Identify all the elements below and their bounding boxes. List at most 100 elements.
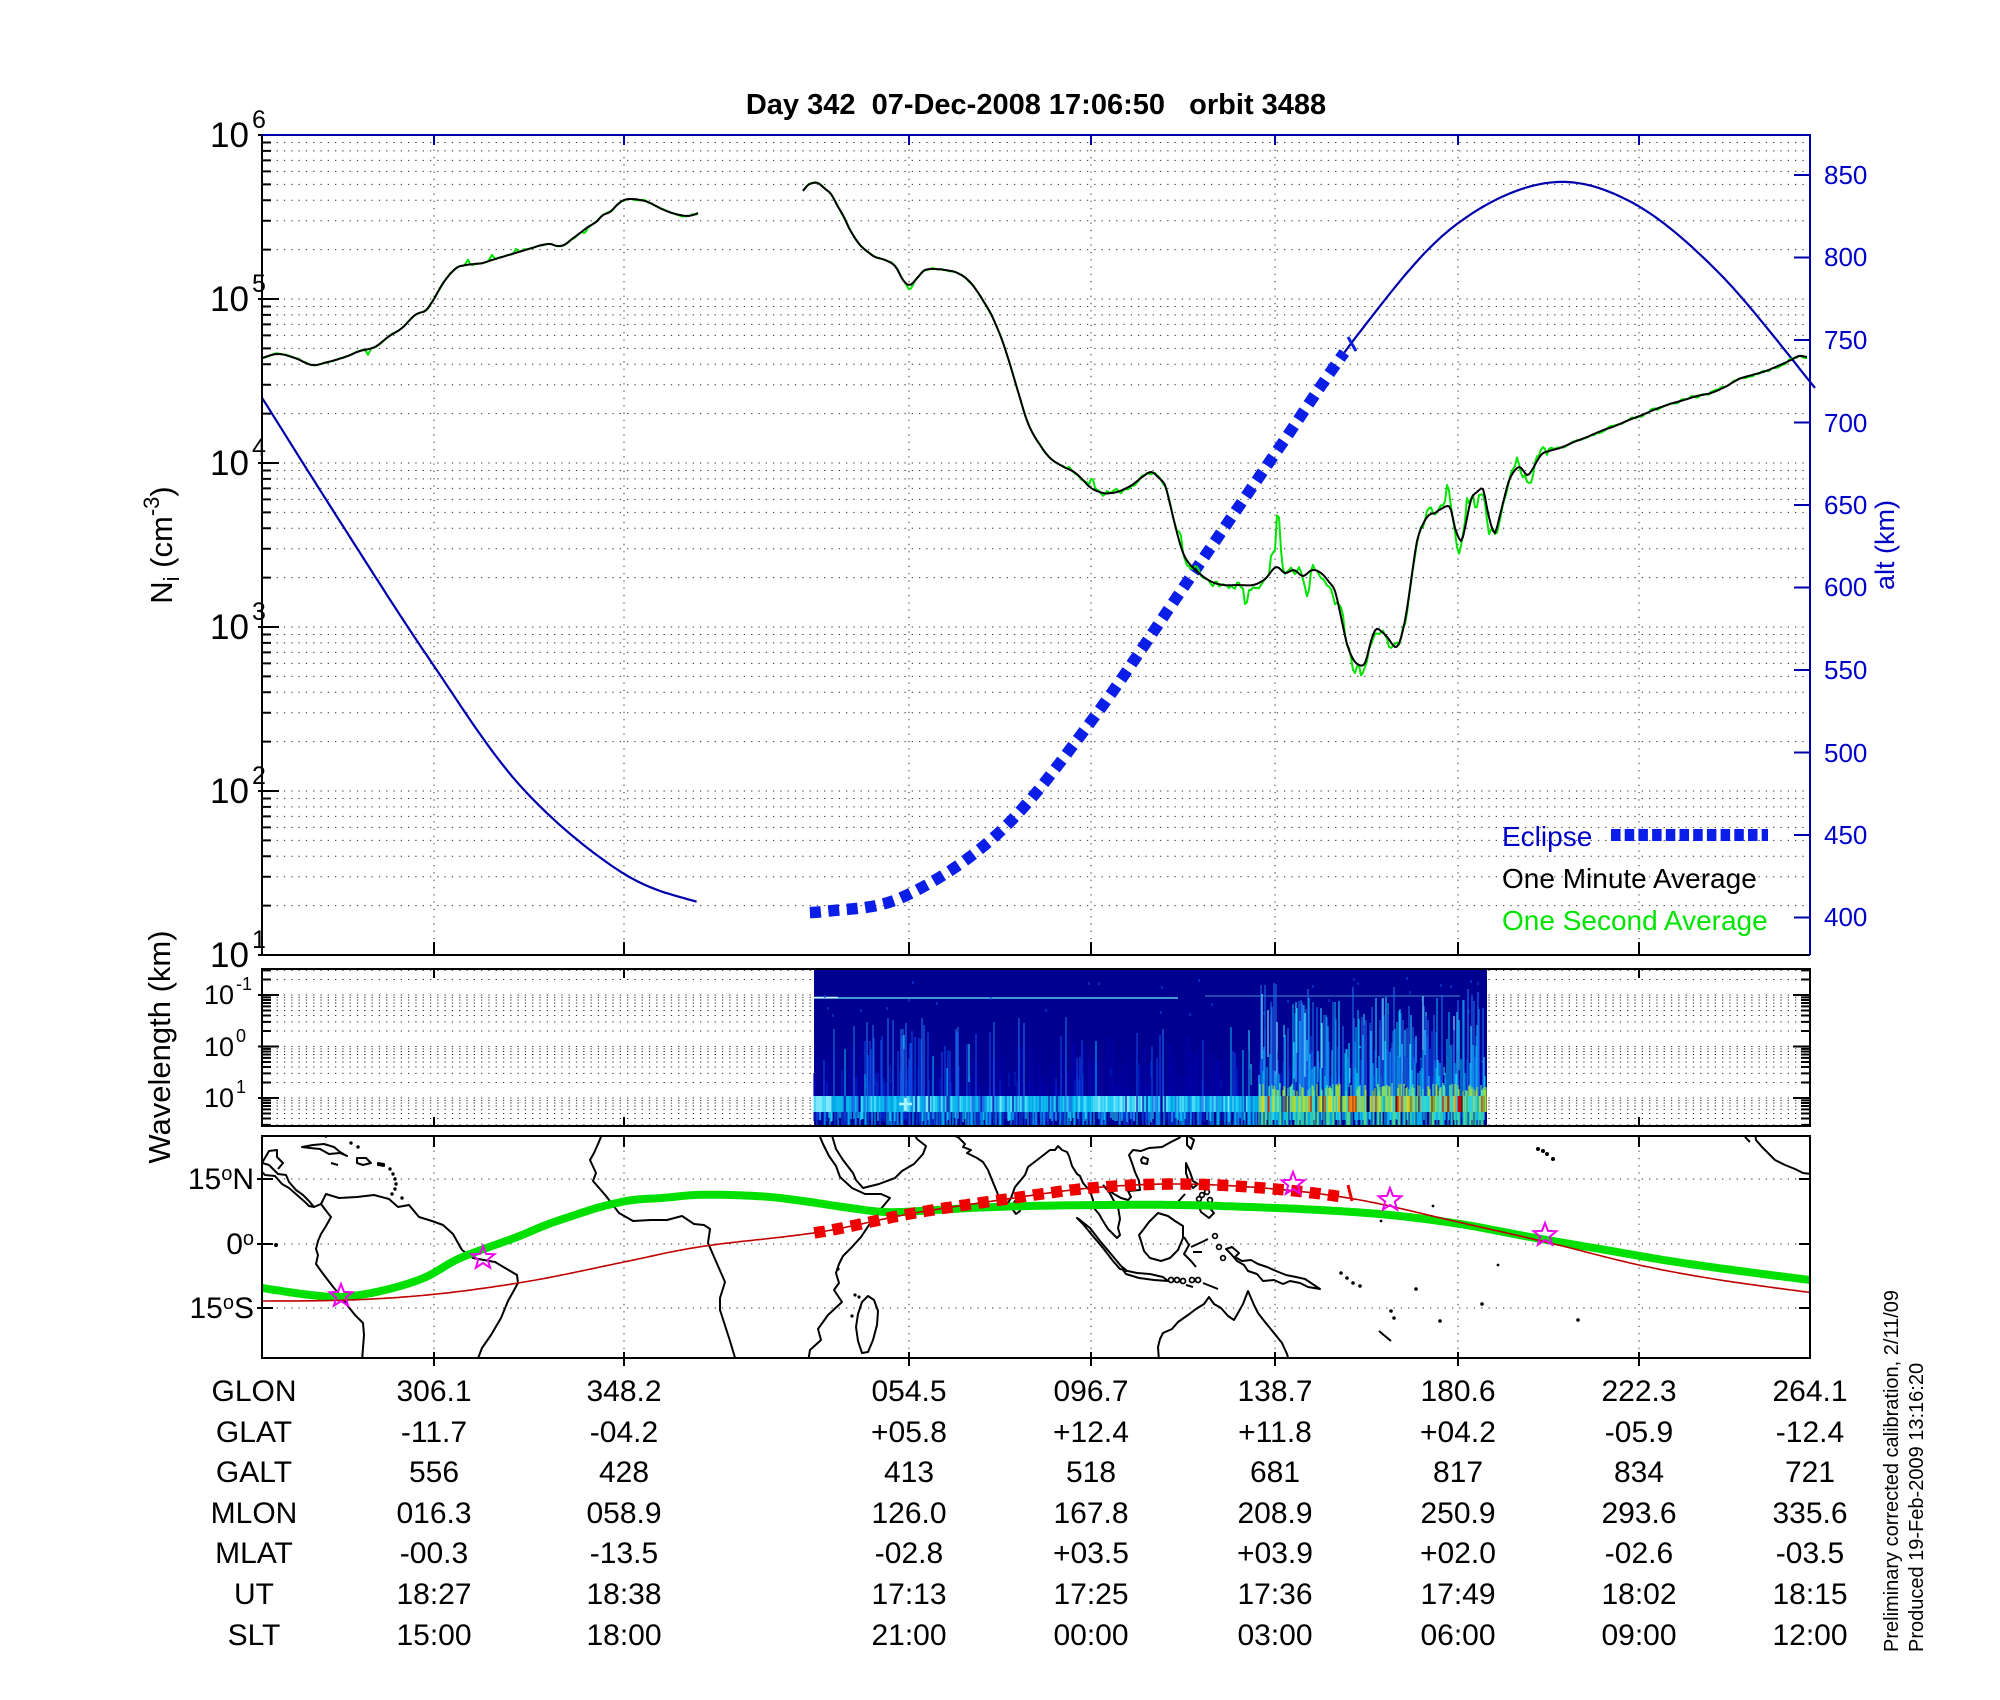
svg-text:Preliminary corrected calibrat: Preliminary corrected calibration, 2/11/… [1881, 1290, 1903, 1652]
svg-text:MLAT: MLAT [215, 1537, 293, 1570]
svg-text:-03.5: -03.5 [1776, 1537, 1844, 1570]
svg-text:5: 5 [252, 270, 266, 298]
svg-text:GLON: GLON [211, 1375, 296, 1408]
svg-text:6: 6 [252, 106, 266, 134]
svg-text:817: 817 [1433, 1456, 1483, 1489]
svg-text:-12.4: -12.4 [1776, 1416, 1844, 1449]
svg-text:18:27: 18:27 [396, 1578, 471, 1611]
svg-text:MLON: MLON [211, 1497, 298, 1530]
svg-text:Produced 19-Feb-2009 13:16:20: Produced 19-Feb-2009 13:16:20 [1906, 1363, 1928, 1652]
svg-text:+03.5: +03.5 [1053, 1537, 1129, 1570]
svg-text:Eclipse: Eclipse [1502, 821, 1592, 852]
svg-text:+02.0: +02.0 [1420, 1537, 1496, 1570]
svg-text:+04.2: +04.2 [1420, 1416, 1496, 1449]
svg-text:-02.8: -02.8 [875, 1537, 943, 1570]
svg-text:250.9: 250.9 [1420, 1497, 1495, 1530]
svg-text:03:00: 03:00 [1237, 1619, 1312, 1652]
svg-text:10: 10 [210, 280, 249, 319]
svg-text:126.0: 126.0 [871, 1497, 946, 1530]
svg-text:721: 721 [1785, 1456, 1835, 1489]
svg-text:-11.7: -11.7 [401, 1416, 467, 1449]
svg-text:222.3: 222.3 [1601, 1375, 1676, 1408]
svg-text:10: 10 [204, 1032, 234, 1062]
svg-text:293.6: 293.6 [1601, 1497, 1676, 1530]
svg-text:550: 550 [1824, 655, 1867, 685]
svg-text:alt (km): alt (km) [1870, 500, 1900, 590]
svg-text:10: 10 [204, 1083, 234, 1113]
svg-text:+03.9: +03.9 [1237, 1537, 1313, 1570]
svg-text:450: 450 [1824, 820, 1867, 850]
svg-text:17:49: 17:49 [1420, 1578, 1495, 1611]
svg-text:3: 3 [252, 598, 266, 626]
svg-text:SLT: SLT [228, 1619, 281, 1652]
svg-text:1: 1 [252, 926, 266, 954]
svg-text:167.8: 167.8 [1053, 1497, 1128, 1530]
svg-text:058.9: 058.9 [586, 1497, 661, 1530]
svg-text:+05.8: +05.8 [871, 1416, 947, 1449]
svg-text:096.7: 096.7 [1053, 1375, 1128, 1408]
svg-text:15:00: 15:00 [396, 1619, 471, 1652]
svg-text:09:00: 09:00 [1601, 1619, 1676, 1652]
svg-text:12:00: 12:00 [1772, 1619, 1847, 1652]
svg-text:500: 500 [1824, 738, 1867, 768]
svg-text:518: 518 [1066, 1456, 1116, 1489]
svg-text:-04.2: -04.2 [590, 1416, 658, 1449]
svg-text:10: 10 [210, 772, 249, 811]
svg-text:400: 400 [1824, 902, 1867, 932]
svg-text:10: 10 [204, 980, 234, 1010]
svg-text:2: 2 [252, 762, 266, 790]
svg-text:428: 428 [599, 1456, 649, 1489]
svg-text:00:00: 00:00 [1053, 1619, 1128, 1652]
svg-text:413: 413 [884, 1456, 934, 1489]
svg-text:17:36: 17:36 [1237, 1578, 1312, 1611]
svg-text:681: 681 [1250, 1456, 1300, 1489]
svg-text:UT: UT [234, 1578, 274, 1611]
svg-text:-13.5: -13.5 [590, 1537, 658, 1570]
svg-text:0: 0 [236, 1026, 246, 1046]
svg-text:+12.4: +12.4 [1053, 1416, 1129, 1449]
svg-text:10: 10 [210, 444, 249, 483]
svg-text:One Second Average: One Second Average [1502, 905, 1768, 936]
svg-text:208.9: 208.9 [1237, 1497, 1312, 1530]
svg-text:-1: -1 [236, 974, 252, 994]
svg-text:750: 750 [1824, 325, 1867, 355]
svg-text:18:00: 18:00 [586, 1619, 661, 1652]
svg-text:-02.6: -02.6 [1605, 1537, 1673, 1570]
svg-text:850: 850 [1824, 160, 1867, 190]
svg-text:-00.3: -00.3 [400, 1537, 468, 1570]
svg-text:1: 1 [236, 1077, 246, 1097]
svg-text:054.5: 054.5 [871, 1375, 946, 1408]
svg-text:138.7: 138.7 [1237, 1375, 1312, 1408]
svg-text:10: 10 [210, 936, 249, 975]
svg-text:10: 10 [210, 116, 249, 155]
svg-text:264.1: 264.1 [1772, 1375, 1847, 1408]
svg-text:Wavelength (km): Wavelength (km) [142, 930, 177, 1163]
svg-text:15oN: 15oN [188, 1163, 254, 1196]
svg-text:700: 700 [1824, 408, 1867, 438]
svg-text:06:00: 06:00 [1420, 1619, 1495, 1652]
svg-text:650: 650 [1824, 490, 1867, 520]
svg-text:800: 800 [1824, 242, 1867, 272]
svg-text:306.1: 306.1 [396, 1375, 471, 1408]
svg-text:15oS: 15oS [189, 1292, 254, 1325]
svg-text:21:00: 21:00 [871, 1619, 946, 1652]
svg-text:18:15: 18:15 [1772, 1578, 1847, 1611]
svg-text:10: 10 [210, 608, 249, 647]
svg-text:GALT: GALT [216, 1456, 292, 1489]
svg-text:600: 600 [1824, 572, 1867, 602]
svg-text:335.6: 335.6 [1772, 1497, 1847, 1530]
svg-text:One Minute Average: One Minute Average [1502, 863, 1757, 894]
svg-text:180.6: 180.6 [1420, 1375, 1495, 1408]
svg-text:556: 556 [409, 1456, 459, 1489]
svg-text:17:25: 17:25 [1053, 1578, 1128, 1611]
svg-text:-05.9: -05.9 [1605, 1416, 1673, 1449]
svg-text:834: 834 [1614, 1456, 1664, 1489]
svg-text:18:38: 18:38 [586, 1578, 661, 1611]
svg-text:GLAT: GLAT [216, 1416, 292, 1449]
svg-text:17:13: 17:13 [871, 1578, 946, 1611]
svg-text:+11.8: +11.8 [1238, 1416, 1312, 1449]
svg-text:18:02: 18:02 [1601, 1578, 1676, 1611]
svg-text:Day 342 07-Dec-2008 17:06:50: Day 342 07-Dec-2008 17:06:50 orbit 3488 [746, 89, 1326, 121]
svg-text:016.3: 016.3 [396, 1497, 471, 1530]
svg-text:4: 4 [252, 434, 266, 462]
